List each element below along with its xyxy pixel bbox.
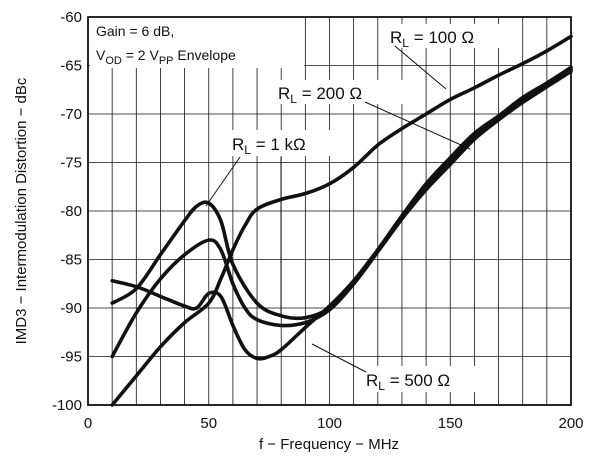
leader-line-rl-1k-a [205,156,241,207]
curve-label-rl-500: RL = 500 Ω [311,343,492,393]
curve-label-text: RL = 1 kΩ [232,135,306,157]
y-tick-label: -90 [60,300,82,317]
y-tick-label: -70 [60,106,82,123]
x-tick-label: 100 [317,415,342,432]
y-tick-label: -100 [52,397,82,414]
curve-label-rl-1k: RL = 1 kΩ [205,130,352,314]
y-tick-label: -85 [60,252,82,269]
curve-label-text: RL = 500 Ω [366,371,450,393]
y-tick-label: -60 [60,9,82,26]
x-tick-label: 200 [558,415,583,432]
series-line-3 [110,69,573,361]
y-axis-title: IMD3 − Intermodulation Distortion − dBc [13,77,30,344]
series-line-2 [110,67,573,321]
conditions-annotation-bg [90,16,304,68]
leader-line-rl-500 [311,343,367,373]
y-tick-label: -95 [60,349,82,366]
annotation-gain: Gain = 6 dB, [96,23,174,39]
x-tick-label: 150 [438,415,463,432]
x-tick-label: 50 [200,415,217,432]
curve-label-text: RL = 200 Ω [278,84,362,106]
curve-label-bg [226,130,352,156]
y-tick-label: -80 [60,203,82,220]
annotation-vod: VOD = 2 VPP Envelope [96,47,236,67]
curve-label-bg [360,366,492,392]
leader-line-rl-200 [364,101,471,150]
series-lines [110,34,573,407]
curve-label-text: RL = 100 Ω [390,28,474,50]
leader-line-rl-100 [394,45,447,90]
series-line-0 [110,34,573,407]
x-axis-title: f − Frequency − MHz [259,436,399,453]
curve-label-bg [272,80,404,104]
conditions-annotation: Gain = 6 dB, VOD = 2 VPP Envelope [90,16,304,68]
x-tick-label: 0 [84,415,92,432]
curve-label-rl-100: RL = 100 Ω [384,24,516,90]
curve-label-rl-200: RL = 200 Ω [272,80,471,150]
x-axis-ticks: 0 50 100 150 200 [84,415,584,432]
plot-frame [87,16,572,406]
y-tick-label: -75 [60,155,82,172]
series-line-1 [110,65,573,359]
curve-label-bg [384,24,516,48]
y-axis-ticks: -100 -95 -90 -85 -80 -75 -70 -65 -60 [52,9,82,414]
y-tick-label: -65 [60,58,82,75]
